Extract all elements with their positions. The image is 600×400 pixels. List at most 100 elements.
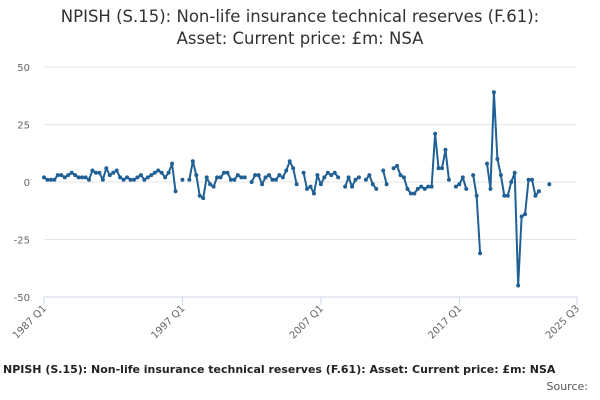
data-point xyxy=(322,175,327,180)
data-point xyxy=(353,177,358,182)
data-point xyxy=(391,166,396,171)
data-point xyxy=(166,170,171,175)
data-point xyxy=(156,168,161,173)
data-point xyxy=(180,177,185,182)
data-point xyxy=(204,175,209,180)
x-tick-label: 2017 Q1 xyxy=(426,303,464,341)
data-point xyxy=(114,168,119,173)
data-point xyxy=(208,182,213,187)
y-tick-label: -25 xyxy=(14,236,30,247)
data-point xyxy=(190,159,195,164)
data-point xyxy=(356,175,361,180)
data-point xyxy=(488,186,493,191)
data-point xyxy=(464,186,469,191)
data-point xyxy=(491,90,496,95)
data-point xyxy=(76,175,81,180)
data-point xyxy=(498,173,503,178)
data-point xyxy=(152,170,157,175)
series-line xyxy=(486,91,540,287)
data-point xyxy=(142,177,147,182)
data-point xyxy=(111,170,116,175)
data-point xyxy=(128,177,133,182)
data-point xyxy=(253,173,258,178)
data-point xyxy=(346,175,351,180)
data-point xyxy=(45,177,50,182)
series-line xyxy=(472,174,482,254)
data-point xyxy=(284,168,289,173)
y-tick-label: 50 xyxy=(17,63,30,74)
y-tick-label: 0 xyxy=(24,178,30,189)
data-point xyxy=(104,166,109,171)
data-point xyxy=(69,170,74,175)
data-point xyxy=(526,177,531,182)
data-point xyxy=(80,175,85,180)
data-point xyxy=(97,170,102,175)
data-point xyxy=(305,186,310,191)
data-point xyxy=(426,184,431,189)
data-point xyxy=(118,175,123,180)
data-point xyxy=(495,157,500,161)
data-point xyxy=(225,170,230,175)
data-point xyxy=(536,189,541,194)
series-line xyxy=(393,132,450,195)
x-tick-label: 1987 Q1 xyxy=(11,303,49,341)
series-line xyxy=(382,170,388,185)
data-point xyxy=(221,170,226,175)
data-point xyxy=(273,177,278,182)
data-point xyxy=(159,170,164,175)
data-point xyxy=(263,175,268,180)
data-point xyxy=(523,212,528,217)
chart-title: NPISH (S.15): Non-life insurance technic… xyxy=(0,6,600,50)
data-point xyxy=(100,177,105,182)
data-point xyxy=(52,177,57,182)
data-point xyxy=(294,182,299,187)
footer-series-title: NPISH (S.15): Non-life insurance technic… xyxy=(3,363,556,376)
data-point xyxy=(107,173,112,178)
data-point xyxy=(301,170,306,175)
footer-source: Source: xyxy=(546,380,589,393)
data-point xyxy=(443,147,448,152)
data-point xyxy=(266,173,271,178)
data-point xyxy=(485,161,490,166)
data-point xyxy=(90,168,95,173)
data-point xyxy=(145,175,150,180)
data-point xyxy=(533,193,538,198)
data-point xyxy=(440,166,445,171)
data-point xyxy=(291,166,296,171)
data-point xyxy=(131,177,136,182)
data-point xyxy=(249,180,254,184)
data-point xyxy=(502,193,507,198)
data-point xyxy=(336,175,341,180)
data-point xyxy=(422,186,427,191)
data-series xyxy=(42,90,552,288)
data-point xyxy=(55,173,60,178)
data-point xyxy=(398,173,403,178)
data-point xyxy=(315,173,320,178)
data-point xyxy=(384,182,389,187)
data-point xyxy=(433,131,438,136)
data-point xyxy=(478,251,483,256)
data-point xyxy=(187,177,192,182)
data-point xyxy=(332,170,337,175)
data-point xyxy=(367,173,372,178)
x-tick-label: 1997 Q1 xyxy=(149,303,187,341)
data-point xyxy=(62,175,67,180)
data-point xyxy=(474,193,479,198)
y-axis: 50 25 0 -25 -50 xyxy=(14,63,30,304)
data-point xyxy=(121,177,126,182)
data-point xyxy=(343,184,348,189)
data-point xyxy=(215,175,220,180)
data-point xyxy=(66,173,71,178)
data-point xyxy=(453,184,458,189)
data-point xyxy=(505,193,510,198)
data-point xyxy=(170,161,175,166)
data-point xyxy=(135,175,140,180)
data-point xyxy=(412,191,417,196)
data-point xyxy=(287,159,292,164)
data-point xyxy=(59,173,64,178)
data-point xyxy=(509,180,514,184)
data-point xyxy=(218,175,223,180)
x-tick-label: 2025 Q3 xyxy=(544,303,582,341)
data-point xyxy=(395,163,400,168)
data-point xyxy=(228,177,233,182)
